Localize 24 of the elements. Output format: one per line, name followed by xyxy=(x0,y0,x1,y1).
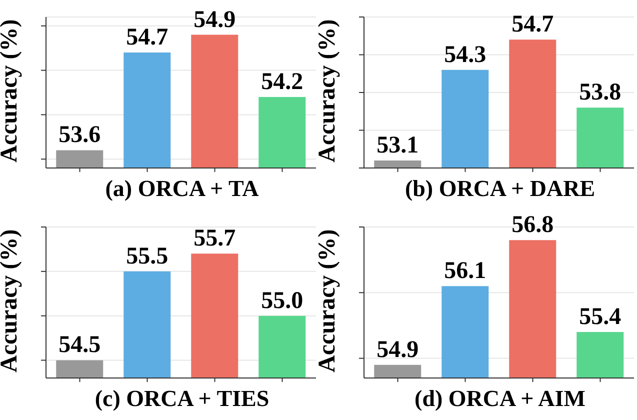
text: (a) ORCA + TA xyxy=(104,176,260,202)
y-axis-title: Accuracy (%) xyxy=(314,229,341,372)
data-label: 54.9 xyxy=(194,6,236,33)
y-axis-title: Accuracy (%) xyxy=(0,19,23,162)
text: (d) ORCA + AIM xyxy=(414,386,586,412)
data-label: 54.3 xyxy=(444,42,486,68)
data-label: 56.1 xyxy=(444,258,486,284)
data-label: 55.5 xyxy=(126,243,168,270)
data-label: 53.8 xyxy=(579,80,622,106)
data-label: 55.7 xyxy=(194,226,236,252)
y-axis-title: Accuracy (%) xyxy=(0,229,23,372)
data-label: 53.6 xyxy=(58,122,101,148)
text: (c) ORCA + TIES xyxy=(94,386,270,412)
data-label: 56.8 xyxy=(512,212,554,238)
data-label: 54.7 xyxy=(126,24,168,51)
data-label: 54.2 xyxy=(261,68,304,95)
data-label: 54.5 xyxy=(58,332,101,358)
y-axis-title: Accuracy (%) xyxy=(314,19,341,162)
text: (b) ORCA + DARE xyxy=(404,176,596,202)
data-label: 53.1 xyxy=(376,132,419,158)
data-label: 55.0 xyxy=(261,288,304,314)
data-label: 55.4 xyxy=(579,304,622,330)
data-label: 54.7 xyxy=(512,12,554,38)
data-label: 54.9 xyxy=(376,336,419,363)
